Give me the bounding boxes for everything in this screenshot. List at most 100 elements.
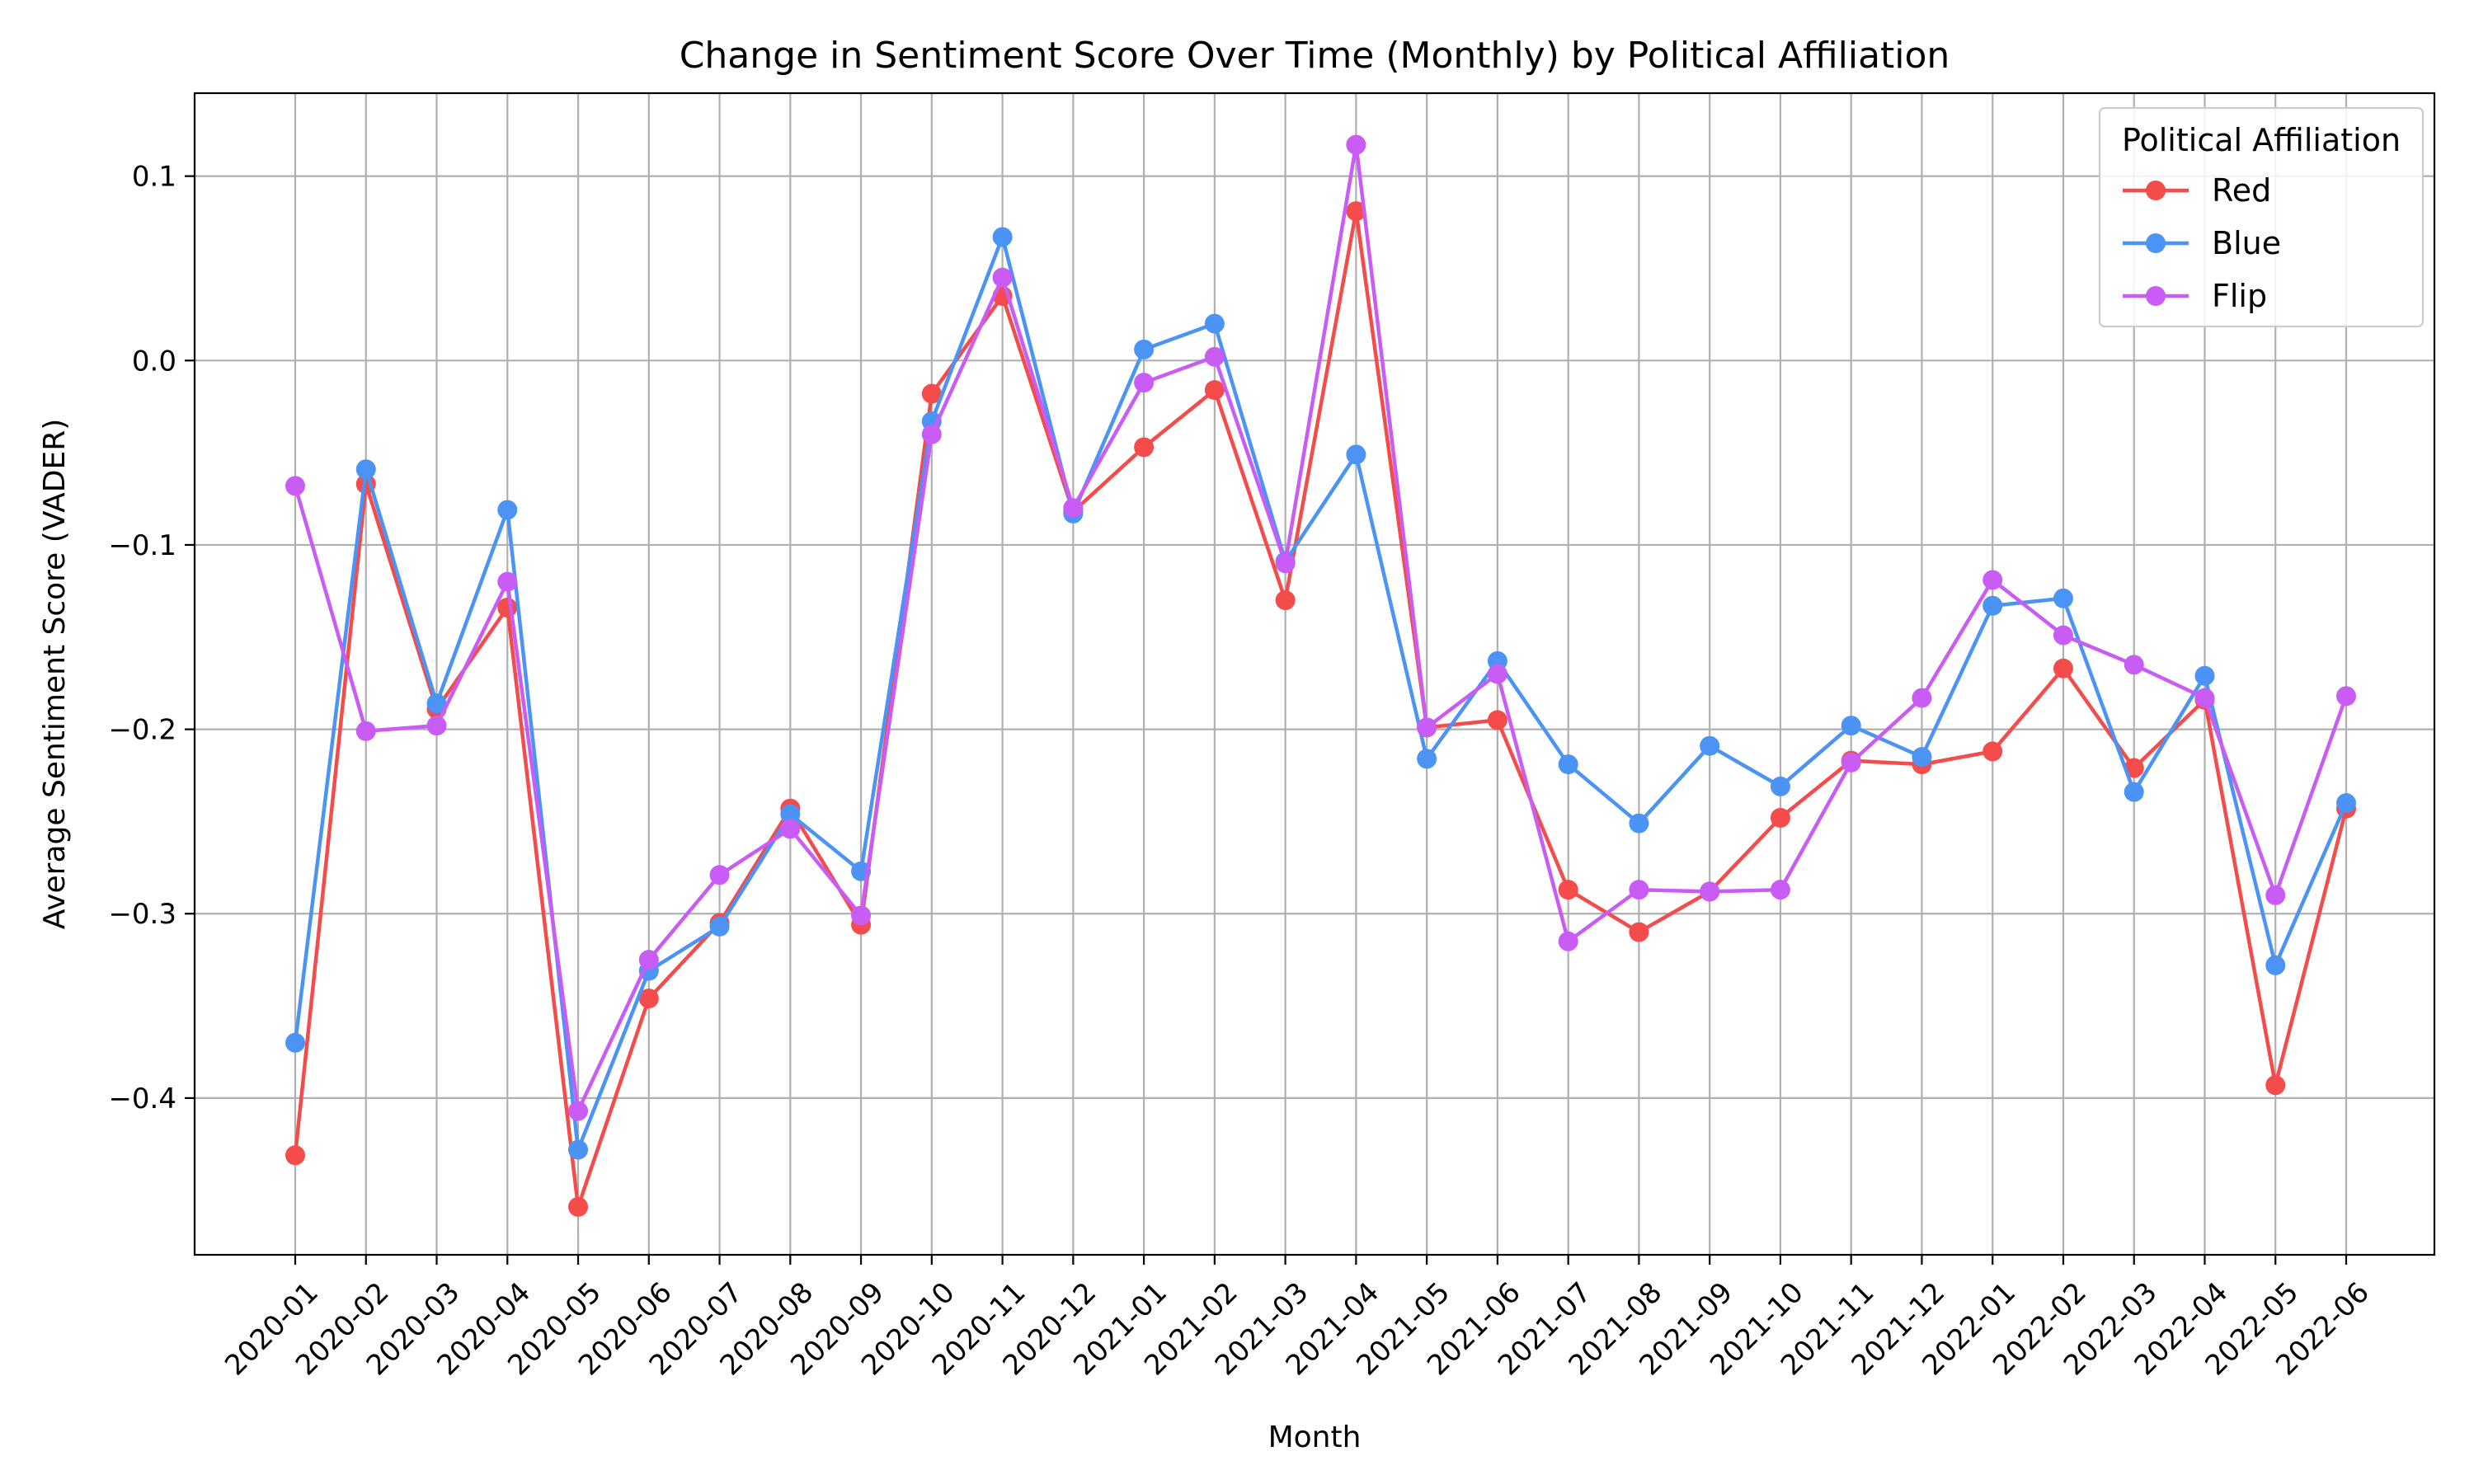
data-point [1982, 570, 2003, 590]
data-point [1700, 735, 1720, 756]
data-point [1346, 444, 1366, 465]
data-point [638, 989, 659, 1009]
data-point [1487, 664, 1507, 684]
y-tick-label: −0.4 [108, 1082, 176, 1115]
data-point [1770, 776, 1790, 796]
data-point [1629, 880, 1649, 900]
data-point [921, 424, 942, 444]
y-tick-label: −0.2 [108, 714, 176, 747]
legend-title: Political Affiliation [2122, 122, 2401, 158]
data-point [285, 476, 305, 496]
data-point [355, 459, 376, 480]
y-tick-label: 0.0 [132, 345, 176, 378]
data-point [426, 693, 447, 714]
data-point [1841, 716, 1861, 736]
legend-label: Flip [2212, 278, 2267, 314]
x-axis-label: Month [1268, 1421, 1362, 1454]
data-point [1134, 373, 1155, 393]
data-point [1204, 313, 1225, 334]
legend-item-red: Red [2123, 172, 2271, 209]
data-point [1134, 339, 1155, 359]
data-point [1770, 807, 1790, 828]
data-point [1134, 437, 1155, 458]
legend-item-flip: Flip [2123, 278, 2267, 314]
plot-area-frame [193, 92, 2436, 1256]
data-point [2124, 655, 2144, 675]
data-point [921, 383, 942, 404]
data-point [1558, 880, 1578, 900]
data-point [2124, 758, 2144, 778]
data-point [2053, 658, 2073, 679]
data-point [2194, 665, 2215, 686]
legend-swatch-marker [2146, 286, 2166, 306]
y-tick-label: 0.1 [132, 161, 176, 194]
legend-label: Red [2212, 172, 2271, 209]
data-point [1275, 553, 1296, 574]
data-point [1417, 717, 1437, 738]
data-point [1841, 752, 1861, 773]
data-point [2336, 793, 2356, 814]
data-point [992, 267, 1013, 288]
legend-swatch-marker [2146, 181, 2166, 200]
data-point [285, 1145, 305, 1166]
data-point [780, 804, 801, 824]
data-point [568, 1101, 589, 1121]
data-point [2265, 1075, 2286, 1096]
data-point [2336, 686, 2356, 707]
data-point [709, 865, 730, 885]
data-point [355, 721, 376, 741]
series-line [293, 235, 2349, 1152]
chart-title: Change in Sentiment Score Over Time (Mon… [680, 35, 1950, 77]
data-point [1346, 201, 1366, 222]
data-point [285, 1032, 305, 1053]
legend-box [2098, 106, 2425, 328]
data-point [2265, 955, 2286, 975]
data-point [1487, 710, 1507, 730]
data-point [2265, 885, 2286, 905]
data-point [497, 571, 518, 592]
data-point [1982, 741, 2003, 762]
series-line [293, 209, 2349, 1209]
data-point [1346, 134, 1366, 155]
data-point [426, 716, 447, 736]
data-point [497, 597, 518, 618]
data-point [638, 950, 659, 970]
y-axis-label: Average Sentiment Score (VADER) [38, 419, 72, 930]
data-point [2053, 588, 2073, 608]
data-point [851, 905, 872, 926]
data-point [992, 227, 1013, 247]
legend-label: Blue [2212, 225, 2281, 261]
data-point [2194, 688, 2215, 708]
data-point [780, 819, 801, 839]
data-point [1417, 749, 1437, 769]
data-point [709, 916, 730, 937]
data-point [568, 1196, 589, 1217]
data-point [2053, 625, 2073, 646]
data-point [1912, 688, 1932, 708]
data-point [1700, 881, 1720, 902]
data-point [1558, 931, 1578, 951]
series-line [293, 143, 2349, 1113]
y-tick-label: −0.3 [108, 898, 176, 931]
data-point [1204, 346, 1225, 367]
grid [195, 93, 2434, 1255]
data-point [1629, 813, 1649, 834]
data-point [1558, 754, 1578, 775]
data-point [1629, 922, 1649, 942]
data-point [497, 500, 518, 520]
legend-item-blue: Blue [2123, 225, 2281, 261]
y-tick-label: −0.1 [108, 529, 176, 562]
data-point [1204, 380, 1225, 401]
series-lines [285, 134, 2356, 1217]
data-point [2124, 782, 2144, 802]
data-point [568, 1139, 589, 1160]
data-point [1912, 747, 1932, 768]
series-flip [285, 134, 2356, 1121]
legend: Political Affiliation Red Blue Flip [2098, 106, 2425, 328]
data-point [1982, 595, 2003, 616]
data-point [1063, 498, 1084, 519]
legend-swatch-marker [2146, 233, 2166, 253]
data-point [1770, 880, 1790, 900]
